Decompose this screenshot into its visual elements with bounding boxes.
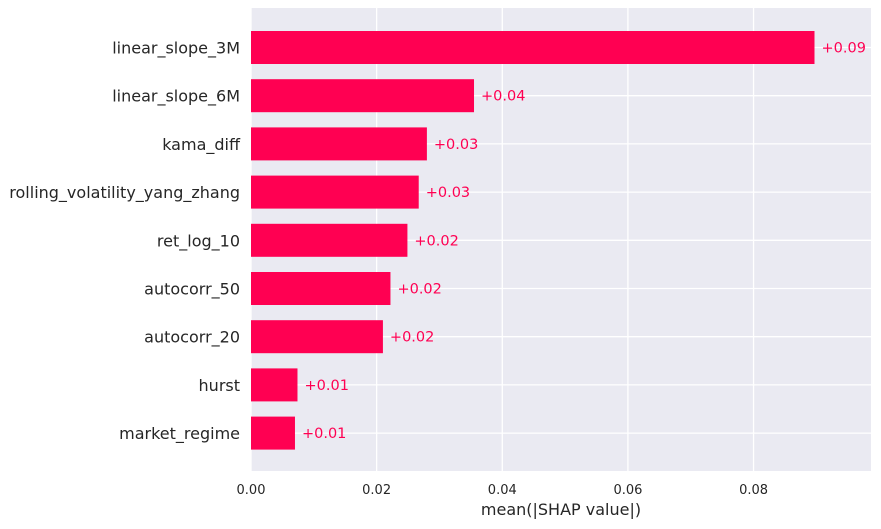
bar-linear-slope-6M <box>251 79 475 113</box>
data-label: +0.01 <box>302 426 346 442</box>
bar-linear-slope-3M <box>251 31 815 64</box>
category-label: market_regime <box>119 424 240 444</box>
bar-ret-log-10 <box>251 223 408 257</box>
category-label: linear_slope_6M <box>112 87 240 107</box>
x-tick-label: 0.04 <box>488 483 517 498</box>
bar-kama-diff <box>251 127 427 161</box>
data-label: +0.01 <box>304 378 348 394</box>
category-label: linear_slope_3M <box>112 39 240 59</box>
data-label: +0.04 <box>481 89 525 105</box>
bar-autocorr-20 <box>251 320 383 354</box>
category-label: ret_log_10 <box>157 231 240 251</box>
data-label: +0.03 <box>426 185 470 201</box>
category-label: kama_diff <box>162 135 241 155</box>
bar-rolling-volatility-yang-zhang <box>251 175 419 209</box>
x-tick-label: 0.08 <box>739 483 768 498</box>
data-label: +0.03 <box>434 137 478 153</box>
x-tick-label: 0.06 <box>613 483 642 498</box>
category-labels: linear_slope_3M linear_slope_6M kama_diffr… <box>9 39 241 445</box>
data-labels: +0.09 +0.04 +0.03 +0.03 +0.02 +0.02 +0.02 +0.01… <box>302 41 866 443</box>
x-tick-label: 0.00 <box>237 483 266 498</box>
bars <box>251 31 815 450</box>
data-label: +0.09 <box>821 41 865 57</box>
bar-hurst <box>251 368 298 402</box>
bar-autocorr-50 <box>251 272 391 305</box>
category-label: autocorr_50 <box>144 280 240 300</box>
data-label: +0.02 <box>390 330 434 346</box>
x-tick-label: 0.02 <box>362 483 391 498</box>
category-label: autocorr_20 <box>144 328 240 348</box>
category-label: rolling_volatility_yang_zhang <box>9 183 240 203</box>
data-label: +0.02 <box>397 282 441 298</box>
data-label: +0.02 <box>414 233 458 249</box>
bar-market-regime <box>251 416 295 450</box>
x-tick-labels: 0.00 0.02 0.04 0.06 0.08 <box>237 483 769 498</box>
category-label: hurst <box>199 376 240 395</box>
x-axis-label: mean(|SHAP value|) <box>481 500 641 519</box>
